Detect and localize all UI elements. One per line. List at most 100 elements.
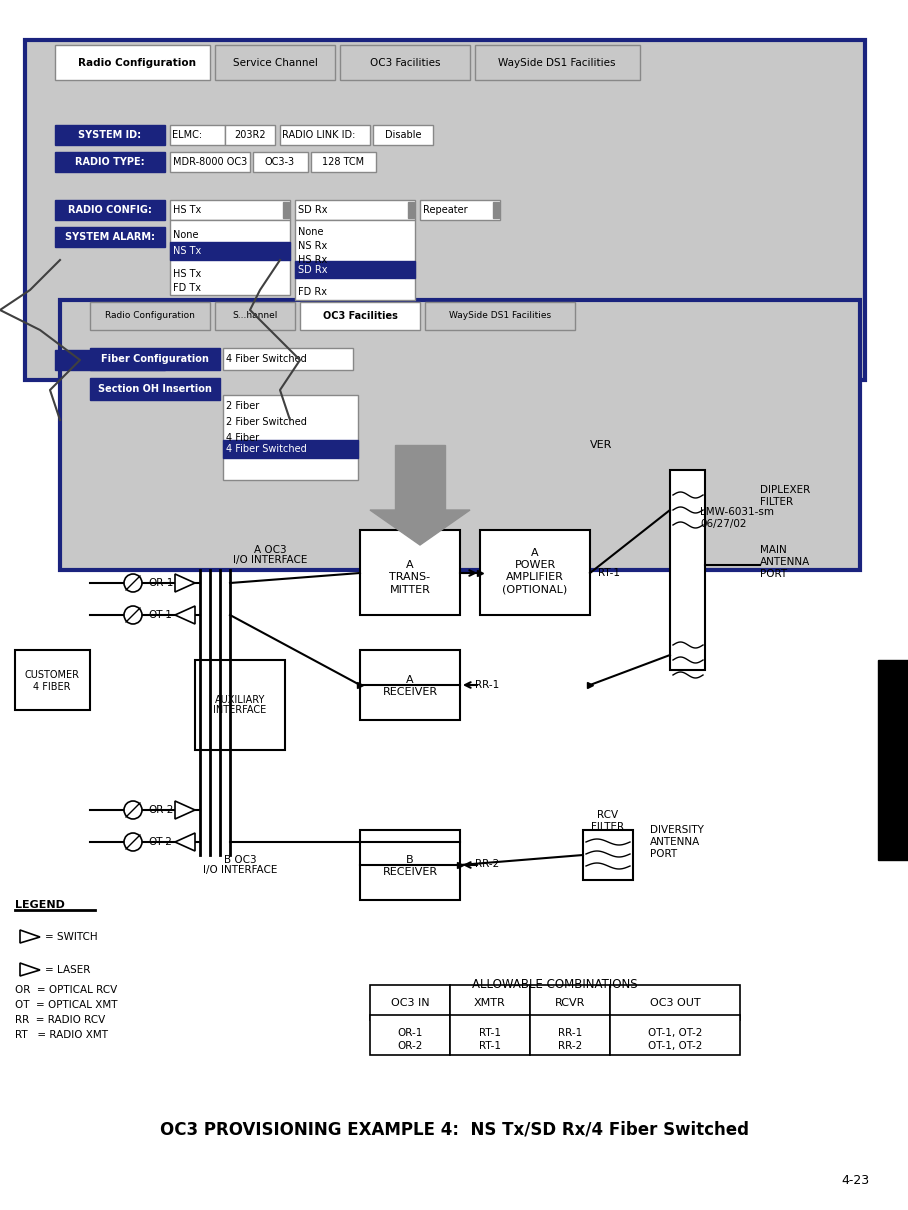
Bar — [475, 45, 640, 80]
Text: 4 Fiber Switched: 4 Fiber Switched — [226, 444, 307, 454]
Bar — [408, 202, 414, 218]
Text: (OPTIONAL): (OPTIONAL) — [502, 584, 568, 594]
Text: OR-2: OR-2 — [398, 1041, 423, 1051]
Text: OC3 PROVISIONING EXAMPLE 4:  NS Tx/SD Rx/4 Fiber Switched: OC3 PROVISIONING EXAMPLE 4: NS Tx/SD Rx/… — [160, 1120, 748, 1139]
Text: DIVERSITY: DIVERSITY — [650, 825, 704, 835]
Text: None: None — [298, 227, 323, 237]
Bar — [450, 1015, 530, 1055]
Text: NS Tx: NS Tx — [173, 246, 202, 257]
Bar — [90, 378, 220, 401]
Polygon shape — [20, 963, 40, 976]
Bar — [280, 125, 370, 145]
Bar — [530, 1015, 610, 1055]
Text: SD Rx: SD Rx — [298, 204, 328, 215]
Text: Section OH Insertion: Section OH Insertion — [98, 384, 212, 394]
Text: B: B — [406, 855, 414, 865]
Text: RT-1: RT-1 — [598, 567, 620, 578]
Text: WaySide DS1 Facilities: WaySide DS1 Facilities — [498, 58, 616, 68]
Text: RT-1: RT-1 — [479, 1028, 501, 1038]
Text: RADIO LINK ID:: RADIO LINK ID: — [282, 129, 355, 140]
Text: NS Rx: NS Rx — [298, 241, 327, 250]
Polygon shape — [20, 930, 40, 943]
Text: SYSTEM ID:: SYSTEM ID: — [78, 129, 142, 140]
Bar — [215, 45, 335, 80]
Text: 203R2: 203R2 — [234, 129, 266, 140]
Text: RT-1: RT-1 — [479, 1041, 501, 1051]
Bar — [55, 227, 165, 247]
Bar — [195, 659, 285, 750]
Text: LMW-6031-sm: LMW-6031-sm — [700, 507, 774, 517]
Bar — [878, 659, 908, 860]
Text: A OC3: A OC3 — [253, 544, 286, 555]
Text: 128 TCM: 128 TCM — [322, 157, 364, 167]
Bar — [360, 530, 460, 615]
Bar — [90, 348, 220, 370]
Bar — [55, 350, 165, 370]
Text: 2 Fiber: 2 Fiber — [226, 401, 260, 411]
Text: OR-1: OR-1 — [148, 578, 173, 588]
Bar — [480, 530, 590, 615]
Text: TRANS-: TRANS- — [390, 572, 430, 582]
Text: CUSTOMER: CUSTOMER — [25, 670, 80, 680]
Text: 4 FIBER: 4 FIBER — [34, 682, 71, 692]
Text: = LASER: = LASER — [45, 966, 91, 975]
Bar — [360, 650, 460, 720]
Circle shape — [124, 832, 142, 851]
Text: I/O INTERFACE: I/O INTERFACE — [202, 865, 277, 875]
Bar — [370, 1015, 450, 1055]
Text: 06/27/02: 06/27/02 — [700, 519, 746, 529]
Polygon shape — [175, 801, 195, 819]
Bar — [170, 152, 250, 172]
Text: S...hannel: S...hannel — [232, 311, 278, 321]
Bar — [420, 200, 500, 220]
Text: OC3-3: OC3-3 — [265, 157, 295, 167]
Bar — [25, 40, 865, 380]
Bar — [170, 220, 290, 295]
Text: Fiber Configuration: Fiber Configuration — [101, 355, 209, 364]
Text: MDR-8000 OC3: MDR-8000 OC3 — [173, 157, 247, 167]
Text: A: A — [531, 548, 538, 558]
Text: MITTER: MITTER — [390, 584, 430, 595]
Text: HS Tx: HS Tx — [173, 269, 202, 280]
Text: INTERFACE: INTERFACE — [213, 705, 267, 715]
Bar — [295, 200, 415, 220]
Circle shape — [124, 574, 142, 592]
Bar — [300, 302, 420, 330]
Text: RCV: RCV — [597, 809, 618, 820]
Text: Radio Configuration: Radio Configuration — [78, 58, 196, 68]
Text: AUXILIARY: AUXILIARY — [215, 695, 265, 705]
Text: RT   = RADIO XMT: RT = RADIO XMT — [15, 1030, 108, 1041]
Text: OC3 Facilities: OC3 Facilities — [322, 311, 398, 321]
Bar — [223, 348, 353, 370]
Bar — [295, 261, 415, 278]
Text: PORT: PORT — [650, 849, 677, 859]
Text: FILTER: FILTER — [760, 497, 793, 507]
Bar — [395, 445, 445, 509]
Bar — [283, 202, 289, 218]
Text: RECEIVER: RECEIVER — [382, 687, 438, 697]
Text: A: A — [406, 560, 414, 570]
Text: RADIO CONFIG:: RADIO CONFIG: — [68, 204, 152, 215]
Text: Radio Configuration: Radio Configuration — [105, 311, 195, 321]
Bar — [215, 302, 295, 330]
Text: RR-2: RR-2 — [558, 1041, 582, 1051]
Text: DIPLEXER: DIPLEXER — [760, 485, 810, 495]
Text: RR-1: RR-1 — [475, 680, 499, 690]
Bar — [60, 300, 860, 570]
Text: RR  = RADIO RCV: RR = RADIO RCV — [15, 1015, 105, 1025]
Text: POWER: POWER — [514, 560, 556, 570]
Text: OC3 IN: OC3 IN — [390, 998, 429, 1008]
Polygon shape — [175, 832, 195, 851]
Text: XMTR: XMTR — [474, 998, 506, 1008]
Bar — [223, 394, 358, 480]
Bar — [530, 985, 610, 1020]
Text: MAIN: MAIN — [760, 544, 786, 555]
Bar — [370, 985, 450, 1020]
Bar — [670, 469, 705, 670]
Text: OT  = OPTICAL XMT: OT = OPTICAL XMT — [15, 999, 117, 1010]
Bar — [340, 45, 470, 80]
Bar — [170, 242, 290, 260]
Text: RR-1: RR-1 — [558, 1028, 582, 1038]
Bar — [170, 125, 225, 145]
Circle shape — [124, 801, 142, 819]
